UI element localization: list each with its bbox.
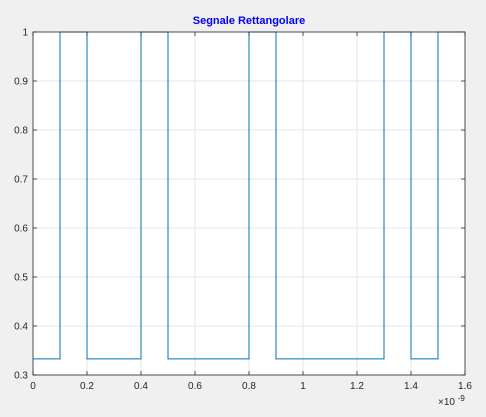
x-axis-multiplier-exponent: -9 — [458, 394, 466, 403]
x-axis-multiplier-base: ×10 — [438, 397, 455, 408]
x-tick-label: 0.2 — [80, 381, 94, 392]
y-tick-label: 0.8 — [14, 126, 28, 137]
x-tick-label: 0 — [30, 381, 36, 392]
y-tick-label: 0.6 — [14, 224, 28, 235]
x-tick-label: 0.4 — [134, 381, 148, 392]
x-tick-label: 1.2 — [350, 381, 364, 392]
y-tick-labels: 0.3 0.4 0.5 0.6 0.7 0.8 0.9 1 — [14, 28, 28, 382]
y-tick-label: 0.5 — [14, 273, 28, 284]
tick-marks — [32, 31, 466, 376]
x-axis-multiplier: ×10 -9 — [438, 394, 465, 408]
y-tick-label: 0.7 — [14, 175, 28, 186]
y-tick-label: 0.3 — [14, 371, 28, 382]
x-tick-label: 0.8 — [242, 381, 256, 392]
x-tick-label: 0.6 — [188, 381, 202, 392]
series-layer — [33, 31, 465, 360]
y-tick-label: 0.4 — [14, 322, 28, 333]
x-tick-labels: 0 0.2 0.4 0.6 0.8 1 1.2 1.4 1.6 — [30, 381, 472, 392]
chart-title: Segnale Rettangolare — [193, 15, 305, 27]
x-tick-label: 1.4 — [404, 381, 418, 392]
y-tick-label: 1 — [22, 28, 28, 39]
x-tick-label: 1 — [300, 381, 306, 392]
series-line — [33, 31, 465, 360]
x-tick-label: 1.6 — [458, 381, 472, 392]
y-tick-label: 0.9 — [14, 77, 28, 88]
